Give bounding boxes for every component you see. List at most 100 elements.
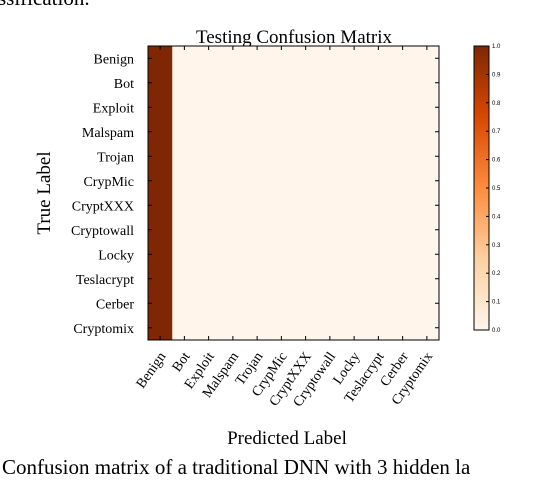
- y-tick-label: CrypMic: [83, 175, 134, 190]
- x-axis-label: Predicted Label: [227, 428, 347, 449]
- heatmap-cell: [342, 46, 367, 71]
- heatmap-cell: [196, 193, 222, 218]
- heatmap-cell: [196, 46, 222, 71]
- heatmap-cell: [366, 266, 391, 292]
- heatmap-cell: [245, 291, 270, 316]
- heatmap-cell: [148, 291, 173, 316]
- heatmap-cell: [148, 46, 173, 71]
- heatmap-cell: [269, 70, 294, 96]
- heatmap-cell: [342, 119, 367, 145]
- x-tick-label: Benign: [134, 350, 169, 392]
- colorbar-tick-label: 1.0: [492, 44, 501, 50]
- heatmap-cell: [148, 217, 173, 243]
- heatmap-cell: [317, 119, 343, 145]
- heatmap-cell: [366, 217, 391, 243]
- heatmap-cell: [293, 119, 319, 145]
- heatmap-cell: [293, 168, 319, 194]
- heatmap-cell: [172, 193, 197, 218]
- heatmap-cell: [148, 193, 173, 218]
- heatmap-cell: [269, 46, 294, 71]
- heatmap-cell: [342, 144, 367, 169]
- heatmap-cell: [317, 70, 343, 96]
- heatmap-cell: [196, 144, 222, 169]
- colorbar-tick-label: 0.0: [492, 328, 501, 334]
- heatmap-cell: [196, 168, 222, 194]
- heatmap-cell: [245, 168, 270, 194]
- colorbar-tick-label: 0.7: [492, 129, 501, 135]
- heatmap-cell: [390, 217, 416, 243]
- heatmap-cell: [220, 46, 246, 71]
- heatmap-cell: [293, 70, 319, 96]
- heatmap-cell: [245, 70, 270, 96]
- heatmap-cell: [317, 217, 343, 243]
- heatmap-cell: [317, 95, 343, 120]
- heatmap-cell: [390, 144, 416, 169]
- heatmap-cell: [196, 70, 222, 96]
- y-tick-label: Exploit: [93, 101, 134, 116]
- heatmap-cell: [366, 119, 391, 145]
- y-tick-label: Locky: [98, 248, 134, 263]
- heatmap-cell: [390, 46, 416, 71]
- heatmap-cell: [196, 119, 222, 145]
- heatmap-cell: [245, 119, 270, 145]
- heatmap-cell: [172, 242, 197, 267]
- heatmap-cell: [196, 217, 222, 243]
- y-tick-label: Bot: [114, 77, 134, 92]
- y-tick-label: Cryptowall: [71, 224, 134, 239]
- heatmap-cell: [366, 70, 391, 96]
- heatmap-cell: [196, 242, 222, 267]
- heatmap-cell: [342, 266, 367, 292]
- heatmap-cell: [245, 217, 270, 243]
- heatmap-cell: [269, 144, 294, 169]
- y-tick-label: Trojan: [97, 150, 134, 165]
- heatmap-cell: [293, 46, 319, 71]
- heatmap-cell: [245, 193, 270, 218]
- heatmap-cell: [220, 144, 246, 169]
- heatmap-cell: [172, 217, 197, 243]
- chart-title: Testing Confusion Matrix: [196, 27, 393, 48]
- heatmap-cell: [342, 95, 367, 120]
- heatmap-cell: [317, 242, 343, 267]
- y-tick-label: Cryptomix: [73, 322, 134, 337]
- heatmap-cell: [148, 266, 173, 292]
- heatmap-cell: [293, 193, 319, 218]
- heatmap-cell: [220, 291, 246, 316]
- y-tick-label: Teslacrypt: [76, 273, 134, 288]
- heatmap-cell: [366, 168, 391, 194]
- heatmap-cell: [148, 95, 173, 120]
- heatmap-cell: [317, 193, 343, 218]
- heatmap-cell: [390, 168, 416, 194]
- heatmap-cell: [172, 144, 197, 169]
- heatmap-cell: [317, 168, 343, 194]
- heatmap-cell: [390, 70, 416, 96]
- heatmap-cell: [245, 95, 270, 120]
- heatmap-cell: [293, 291, 319, 316]
- heatmap-cell: [172, 168, 197, 194]
- heatmap-cell: [196, 95, 222, 120]
- heatmap-cell: [317, 291, 343, 316]
- heatmap-cell: [220, 266, 246, 292]
- heatmap-cell: [196, 266, 222, 292]
- heatmap-cell: [196, 291, 222, 316]
- heatmap-cell: [220, 168, 246, 194]
- heatmap-cell: [269, 266, 294, 292]
- heatmap-cell: [148, 242, 173, 267]
- heatmap-cell: [342, 168, 367, 194]
- heatmap-cell: [220, 242, 246, 267]
- colorbar-tick-label: 0.5: [492, 186, 501, 192]
- colorbar-tick-label: 0.8: [492, 101, 501, 107]
- heatmap-cell: [293, 144, 319, 169]
- heatmap-cell: [390, 95, 416, 120]
- heatmap-cell: [172, 95, 197, 120]
- heatmap-cell: [366, 291, 391, 316]
- colorbar-tick-label: 0.1: [492, 300, 501, 306]
- heatmap-cell: [220, 70, 246, 96]
- heatmap-cell: [390, 242, 416, 267]
- heatmap-cell: [269, 291, 294, 316]
- y-tick-label: CryptXXX: [72, 199, 134, 214]
- heatmap-cell: [245, 242, 270, 267]
- colorbar-tick-label: 0.4: [492, 214, 501, 220]
- heatmap-cell: [148, 70, 173, 96]
- heatmap-cell: [293, 242, 319, 267]
